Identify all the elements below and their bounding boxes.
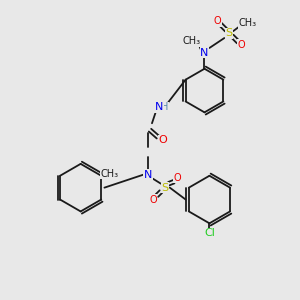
Text: CH₃: CH₃: [238, 18, 256, 28]
Text: Cl: Cl: [204, 228, 215, 238]
Text: O: O: [237, 40, 245, 50]
Text: CH₃: CH₃: [100, 169, 118, 179]
Text: N: N: [144, 170, 152, 180]
Text: N: N: [200, 48, 209, 58]
Text: O: O: [214, 16, 221, 26]
Text: H: H: [161, 102, 169, 112]
Text: S: S: [161, 183, 168, 193]
Text: O: O: [158, 135, 167, 145]
Text: O: O: [149, 194, 157, 205]
Text: N: N: [155, 102, 163, 112]
Text: S: S: [226, 28, 233, 38]
Text: CH₃: CH₃: [182, 36, 201, 46]
Text: O: O: [174, 173, 182, 183]
